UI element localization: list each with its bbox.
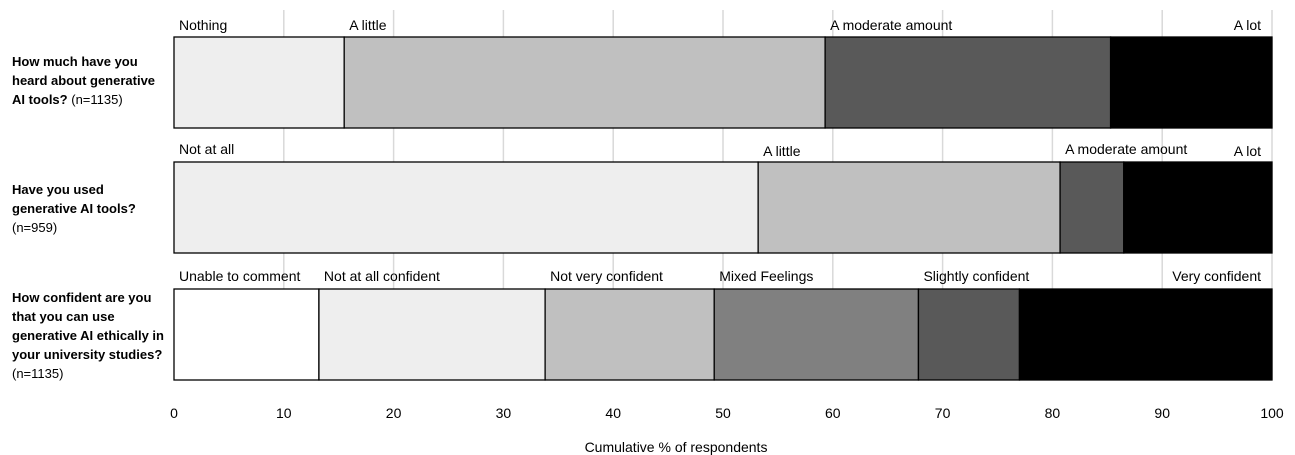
segment-label: A little <box>349 17 387 33</box>
x-tick-label: 80 <box>1045 405 1061 421</box>
segment-label: Not very confident <box>550 268 663 284</box>
bar-segment <box>343 36 826 129</box>
question-label-3: How confident are you that you can use g… <box>12 288 170 383</box>
bar-segment <box>713 288 920 381</box>
bar-segment <box>173 288 320 381</box>
bar-segment <box>1059 161 1125 254</box>
x-tick-label: 0 <box>170 405 178 421</box>
bar-segment <box>917 288 1021 381</box>
x-tick-label: 30 <box>496 405 512 421</box>
bar-segment <box>1123 161 1273 254</box>
segment-label: A lot <box>1234 143 1261 159</box>
x-tick-label: 20 <box>386 405 402 421</box>
x-tick-label: 50 <box>715 405 731 421</box>
segment-label: Not at all <box>179 141 234 157</box>
bar-segment <box>757 161 1061 254</box>
question-n-3: (n=1135) <box>12 366 64 381</box>
x-tick-label: 40 <box>605 405 621 421</box>
segment-label: Mixed Feelings <box>719 268 813 284</box>
segment-label: Not at all confident <box>324 268 440 284</box>
segment-label: Unable to comment <box>179 268 301 284</box>
bar-segment <box>544 288 715 381</box>
question-n-2: (n=959) <box>12 220 58 235</box>
segment-label: A lot <box>1234 17 1261 33</box>
x-tick-label: 100 <box>1260 405 1284 421</box>
x-tick-label: 90 <box>1154 405 1170 421</box>
bar-segment <box>824 36 1112 129</box>
x-tick-label: 60 <box>825 405 841 421</box>
segment-label: A little <box>763 143 801 159</box>
segment-label: Slightly confident <box>923 268 1029 284</box>
bar-segment <box>1018 288 1273 381</box>
bar-segment <box>173 161 759 254</box>
segment-label: A moderate amount <box>830 17 952 33</box>
question-label-2: Have you used generative AI tools? (n=95… <box>12 180 170 237</box>
x-tick-label: 70 <box>935 405 951 421</box>
bar-segment <box>1109 36 1273 129</box>
x-tick-label: 10 <box>276 405 292 421</box>
question-text-3: How confident are you that you can use g… <box>12 290 164 362</box>
question-text-1: How much have you heard about generative… <box>12 54 156 107</box>
x-axis-title: Cumulative % of respondents <box>585 439 768 455</box>
question-n-1: (n=1135) <box>71 92 123 107</box>
question-label-1: How much have you heard about generative… <box>12 52 170 109</box>
segment-label: A moderate amount <box>1065 141 1187 157</box>
question-text-2: Have you used generative AI tools? <box>12 182 136 216</box>
segment-label: Very confident <box>1172 268 1261 284</box>
bar-segment <box>318 288 546 381</box>
bar-segment <box>173 36 345 129</box>
segment-label: Nothing <box>179 17 227 33</box>
